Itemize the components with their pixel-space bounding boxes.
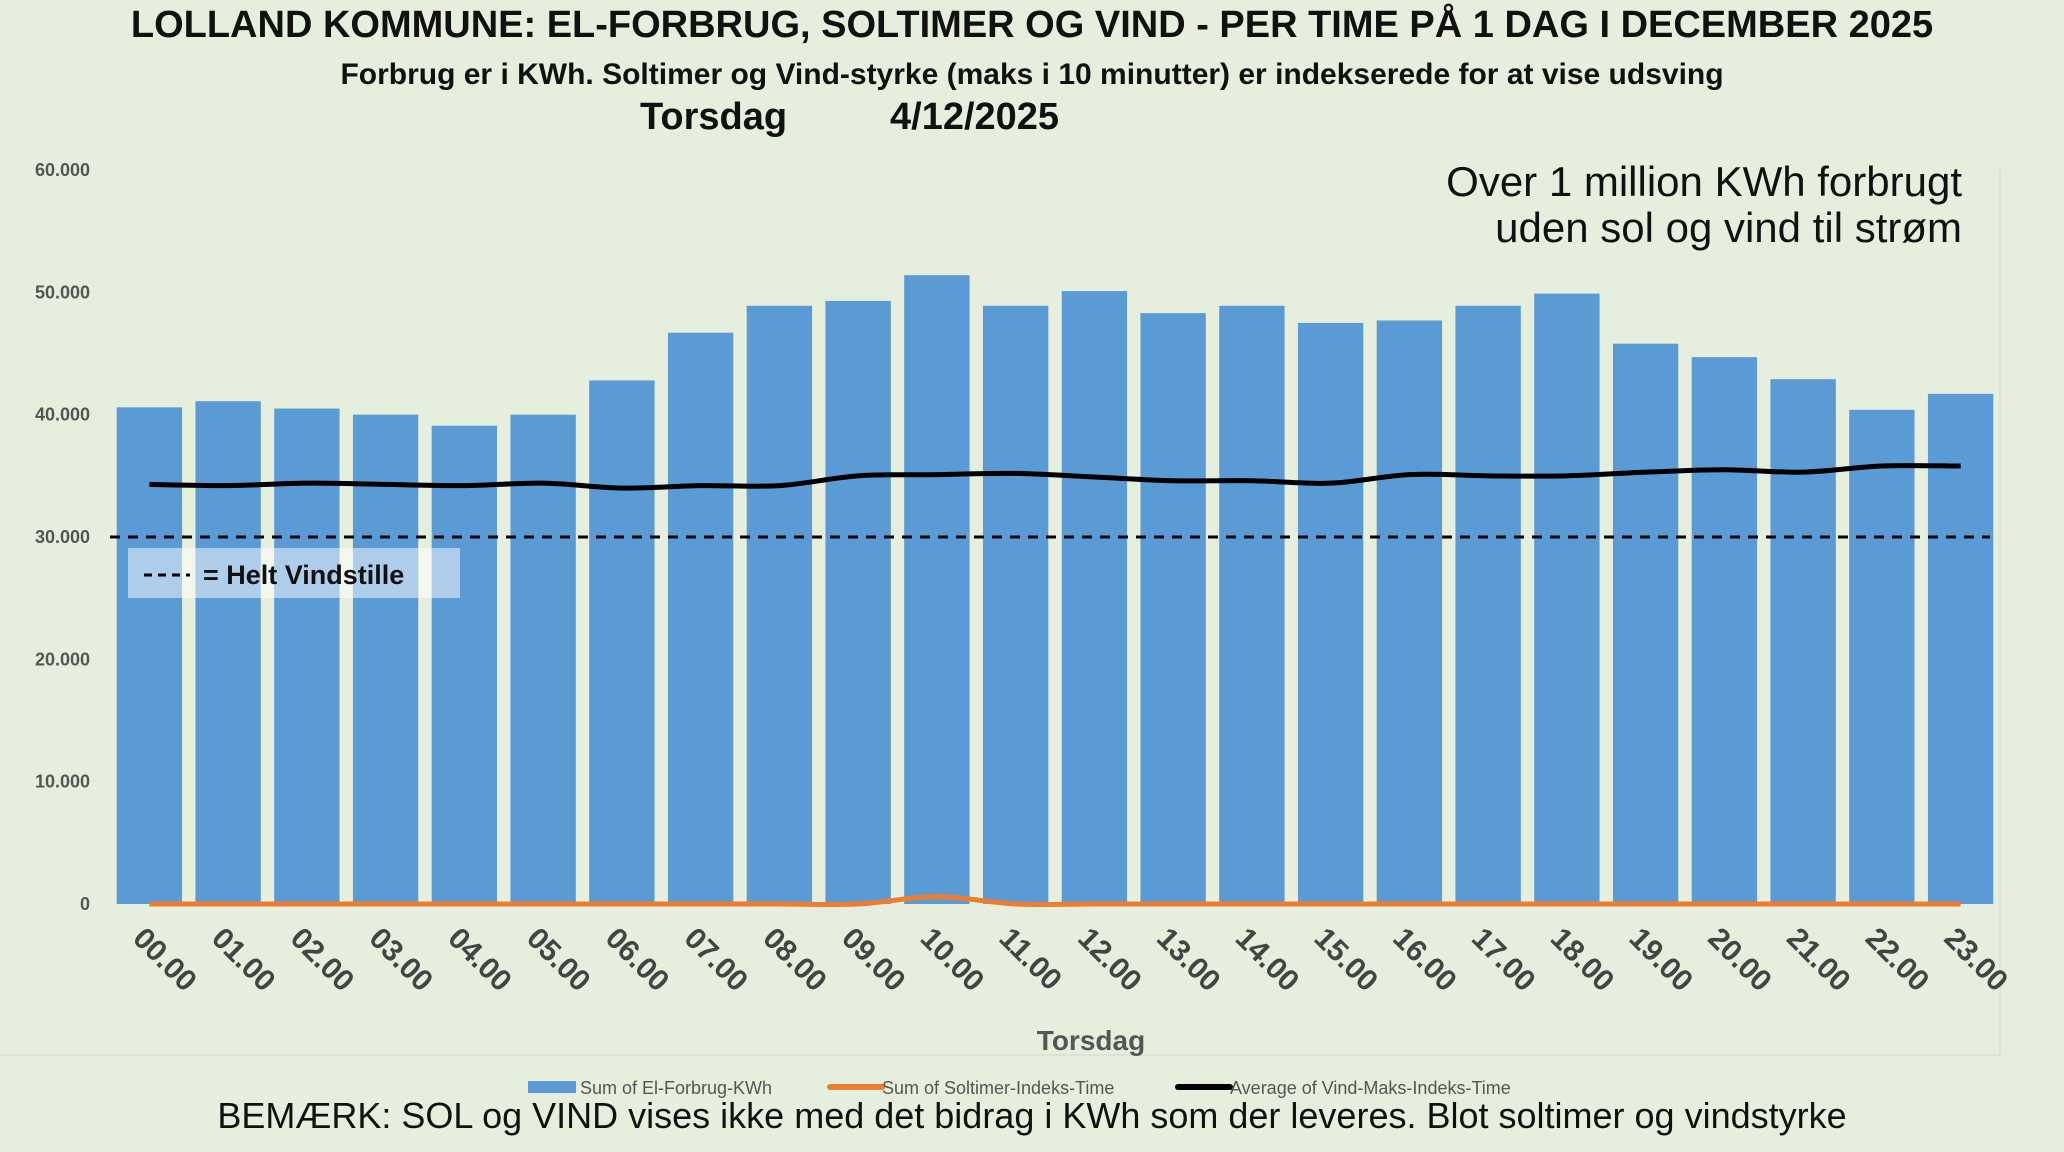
bar [825,300,891,904]
bar [1219,305,1285,904]
legend-swatch-bar [528,1081,576,1093]
legend-label: Sum of El-Forbrug-KWh [580,1078,772,1098]
legend-label: Average of Vind-Maks-Indeks-Time [1230,1078,1511,1098]
x-axis-label: Torsdag [1037,1025,1145,1056]
x-tick-label: 22.00 [1859,922,1935,998]
bar [510,414,576,904]
y-tick-label: 40.000 [35,405,90,425]
x-tick-label: 00.00 [126,922,202,998]
legend: Sum of El-Forbrug-KWh Sum of Soltimer-Ind… [528,1078,1511,1098]
bar [1927,393,1994,904]
y-tick-label: 10.000 [35,772,90,792]
bar [116,407,183,904]
bar [904,275,970,904]
y-axis-ticks: 0 10.000 20.000 30.000 40.000 50.000 60.000 [35,160,90,914]
x-tick-label: 20.00 [1701,922,1777,998]
y-tick-label: 60.000 [35,160,90,180]
bar [982,305,1049,904]
x-tick-label: 14.00 [1229,922,1305,998]
x-tick-label: 18.00 [1544,922,1620,998]
x-tick-label: 21.00 [1780,922,1856,998]
bar-series [116,275,1994,905]
x-tick-label: 13.00 [1150,922,1226,998]
line-series [110,463,1990,908]
date-label: 4/12/2025 [890,96,1060,138]
bar [667,332,734,904]
chart-title: LOLLAND KOMMUNE: EL-FORBRUG, SOLTIMER OG… [130,4,1934,46]
bar [1691,357,1758,904]
x-tick-label: 23.00 [1938,922,2014,998]
x-tick-label: 16.00 [1386,922,1462,998]
x-tick-label: 19.00 [1623,922,1699,998]
x-axis-ticks: 00.00 01.00 02.00 03.00 04.00 05.00 06.00 07.00… [126,922,2014,1056]
footer-note: BEMÆRK: SOL og VIND vises ikke med det b… [217,1095,1847,1136]
y-tick-label: 30.000 [35,527,90,547]
wind-series-line [149,463,1961,491]
x-tick-label: 03.00 [363,922,439,998]
chart-subtitle: Forbrug er i KWh. Soltimer og Vind-styrk… [340,58,1724,91]
bar [431,425,498,904]
x-tick-label: 05.00 [520,922,596,998]
x-tick-label: 17.00 [1465,922,1541,998]
bar [1297,322,1364,905]
reference-legend-label: = Helt Vindstille [203,560,404,590]
bar [1455,305,1521,904]
x-tick-label: 09.00 [835,922,911,998]
x-tick-label: 06.00 [599,922,675,998]
y-tick-label: 0 [80,894,90,914]
bar [1612,343,1679,904]
y-tick-label: 50.000 [35,282,90,302]
bar [195,401,261,904]
x-tick-label: 12.00 [1071,922,1147,998]
x-tick-label: 01.00 [205,922,281,998]
x-tick-label: 10.00 [914,922,990,998]
legend-label: Sum of Soltimer-Indeks-Time [882,1078,1114,1098]
bar [589,380,655,904]
x-tick-label: 07.00 [678,922,754,998]
reference-legend-box [128,548,460,598]
bar [1770,379,1836,904]
bar [274,408,340,904]
bar [352,414,419,904]
bar [1061,291,1128,904]
bar [1534,293,1600,905]
x-tick-label: 08.00 [756,922,832,998]
annotation-line-1: Over 1 million KWh forbrugt [1446,158,1962,205]
bar [1376,320,1443,905]
x-tick-label: 11.00 [993,922,1068,997]
x-tick-label: 15.00 [1308,922,1384,998]
day-label: Torsdag [640,96,788,138]
x-tick-label: 02.00 [284,922,360,998]
bar [746,305,813,904]
bar [1849,409,1915,904]
plot-frame [0,170,2001,1056]
bar [1140,313,1206,904]
sun-series-line [149,894,1961,908]
annotation-line-2: uden sol og vind til strøm [1495,204,1962,251]
y-tick-label: 20.000 [35,649,90,669]
x-tick-label: 04.00 [441,922,517,998]
